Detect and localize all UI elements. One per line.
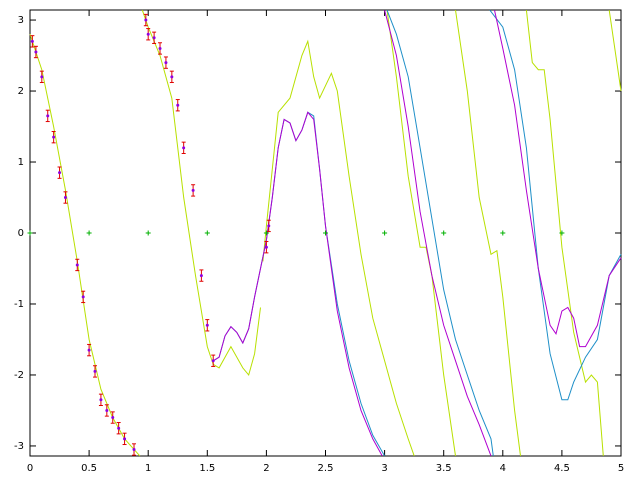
reference-point xyxy=(382,230,388,236)
y-tick-label: 0 xyxy=(18,228,24,239)
x-tick-label: 3 xyxy=(381,463,387,474)
data-point xyxy=(40,75,44,79)
reference-point xyxy=(263,230,269,236)
data-point xyxy=(267,224,271,228)
error-point xyxy=(33,45,38,59)
error-point xyxy=(211,354,216,367)
error-point xyxy=(199,269,204,282)
y-tick-label: -3 xyxy=(14,441,24,452)
data-point xyxy=(99,398,103,402)
data-point xyxy=(117,426,121,430)
data-point xyxy=(264,245,268,249)
data-point xyxy=(191,188,195,192)
error-point xyxy=(143,13,148,27)
reference-point xyxy=(86,230,92,236)
x-tick-label: 4.5 xyxy=(554,463,570,474)
error-point xyxy=(122,432,127,446)
data-point xyxy=(164,61,168,65)
error-point xyxy=(75,258,80,272)
error-point xyxy=(51,130,56,144)
error-point xyxy=(205,319,210,332)
y-tick-label: -2 xyxy=(14,370,24,381)
x-tick-label: 2 xyxy=(263,463,269,474)
data-point xyxy=(63,196,67,200)
error-point xyxy=(158,42,163,55)
data-point xyxy=(34,50,38,54)
error-point xyxy=(93,365,98,378)
data-point xyxy=(111,416,115,420)
x-tick-label: 2.5 xyxy=(318,463,334,474)
x-tick-label: 1 xyxy=(145,463,151,474)
y-tick-label: 2 xyxy=(18,86,24,97)
reference-point xyxy=(323,230,328,236)
data-point xyxy=(199,274,203,278)
error-point xyxy=(63,191,68,204)
data-point xyxy=(146,32,150,36)
x-tick-label: 5 xyxy=(618,463,624,474)
x-tick-label: 0.5 xyxy=(81,463,97,474)
error-point xyxy=(116,422,121,435)
data-point xyxy=(105,408,109,412)
error-point xyxy=(266,219,271,233)
data-point xyxy=(93,369,97,373)
data-point xyxy=(205,323,209,327)
x-tick-label: 0 xyxy=(27,463,33,474)
data-point xyxy=(81,295,85,299)
y-tick-label: 3 xyxy=(18,15,24,26)
error-point xyxy=(181,141,186,154)
reference-point xyxy=(204,230,210,236)
y-tick-label: 1 xyxy=(18,157,24,168)
x-tick-label: 3.5 xyxy=(436,463,452,474)
reference-point xyxy=(500,230,506,236)
reference-point xyxy=(441,230,447,236)
error-point xyxy=(30,35,35,48)
reference-point xyxy=(145,230,151,236)
data-point xyxy=(75,263,79,267)
error-point xyxy=(39,70,44,84)
data-point xyxy=(52,135,56,139)
error-point xyxy=(132,443,137,456)
data-point xyxy=(87,348,91,352)
data-point xyxy=(144,18,148,22)
error-point xyxy=(81,290,86,304)
x-tick-label: 4 xyxy=(500,463,506,474)
data-point xyxy=(182,146,186,150)
error-point xyxy=(163,56,168,69)
y-tick-label: -1 xyxy=(14,299,24,310)
error-point xyxy=(264,241,269,254)
data-point xyxy=(152,36,156,40)
error-point xyxy=(146,28,151,41)
error-point xyxy=(87,343,92,357)
data-point xyxy=(123,437,127,441)
error-point xyxy=(104,404,109,417)
curve xyxy=(212,9,622,457)
error-point xyxy=(98,393,103,406)
error-point xyxy=(45,109,50,123)
error-point xyxy=(152,31,157,44)
reference-point xyxy=(559,230,565,236)
error-point xyxy=(110,411,115,424)
error-point xyxy=(175,99,180,112)
error-point xyxy=(191,184,196,197)
error-point xyxy=(57,166,62,179)
x-tick-label: 1.5 xyxy=(199,463,215,474)
data-point xyxy=(176,103,180,107)
data-point xyxy=(58,171,62,175)
data-point xyxy=(132,447,136,451)
data-point xyxy=(158,46,162,50)
data-point xyxy=(170,75,174,79)
reference-point xyxy=(27,230,33,236)
data-point xyxy=(46,114,50,118)
data-point xyxy=(30,39,34,43)
error-point xyxy=(169,70,174,84)
data-point xyxy=(211,359,215,363)
